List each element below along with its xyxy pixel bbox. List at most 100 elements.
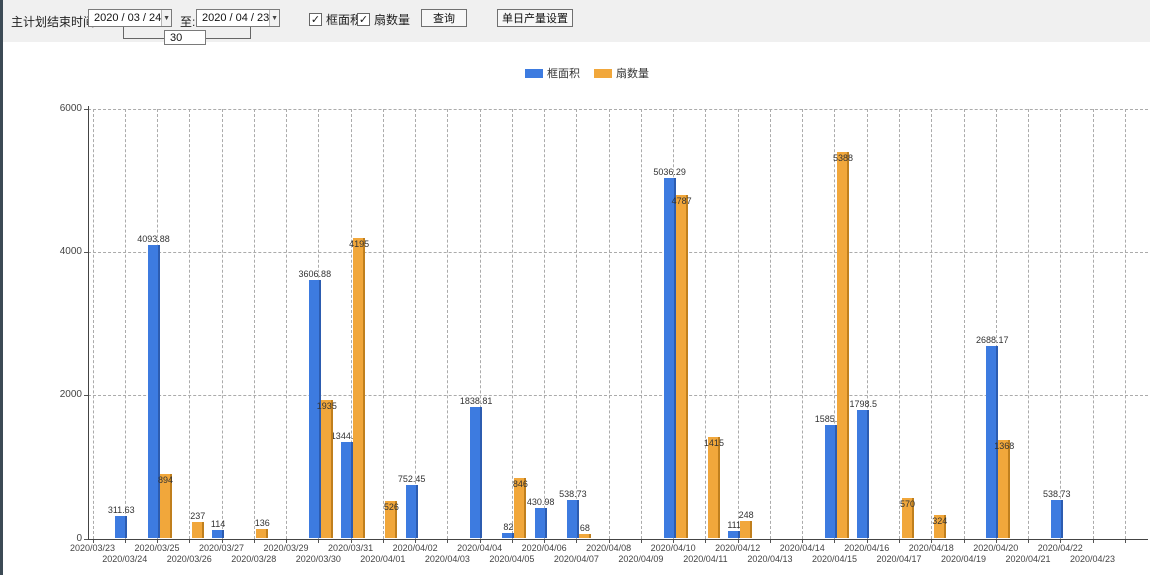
to-label: 至: bbox=[180, 15, 196, 29]
bar-value-label: 4787 bbox=[671, 196, 692, 207]
frame-area-bar bbox=[147, 245, 160, 539]
x-axis-tick bbox=[608, 538, 610, 543]
bar-value-label: 538.73 bbox=[1043, 488, 1071, 499]
vertical-gridline bbox=[995, 108, 997, 539]
check-icon: ✓ bbox=[310, 14, 321, 26]
bar-value-label: 5388 bbox=[832, 153, 853, 164]
x-axis-tick-label: 2020/03/29 bbox=[263, 543, 309, 553]
x-axis-tick bbox=[221, 538, 223, 543]
vertical-gridline bbox=[92, 108, 94, 539]
x-axis-tick bbox=[1060, 538, 1062, 543]
y-axis-tick-label: 2000 bbox=[59, 389, 82, 401]
y-axis-tick bbox=[84, 538, 88, 540]
x-axis-tick bbox=[737, 538, 739, 543]
x-axis-tick-label: 2020/04/23 bbox=[1070, 554, 1116, 564]
frame-area-bar bbox=[824, 424, 837, 539]
bar-value-label: 114 bbox=[210, 519, 226, 530]
checkbox-box[interactable]: ✓ bbox=[309, 13, 322, 26]
bar-value-label: 526 bbox=[383, 501, 399, 512]
x-axis-tick-label: 2020/04/16 bbox=[844, 543, 890, 553]
x-axis-tick bbox=[899, 538, 900, 543]
vertical-gridline bbox=[899, 108, 900, 539]
horizontal-gridline bbox=[88, 108, 1148, 110]
bar-value-label: 430.98 bbox=[526, 496, 555, 507]
x-axis-tick bbox=[382, 538, 384, 543]
bar-value-label: 324 bbox=[932, 516, 948, 527]
bar-value-label: 1344.95 bbox=[330, 431, 364, 442]
bar-value-label: 846 bbox=[512, 478, 528, 489]
checkbox-fan-qty[interactable]: ✓ 扇数量 bbox=[357, 11, 410, 28]
vertical-gridline bbox=[931, 108, 933, 539]
x-axis-tick-label: 2020/04/02 bbox=[392, 543, 438, 553]
y-axis-tick bbox=[84, 395, 88, 397]
x-axis-tick-label: 2020/04/21 bbox=[1005, 554, 1051, 564]
frame-area-bar bbox=[986, 345, 999, 539]
vertical-gridline bbox=[350, 108, 352, 539]
x-axis-tick-label: 2020/03/24 bbox=[102, 554, 148, 564]
x-axis-tick bbox=[447, 538, 449, 543]
horizontal-gridline bbox=[88, 395, 1148, 397]
bar-value-label: 136 bbox=[254, 517, 270, 528]
bar-value-label: 1798.5 bbox=[849, 398, 877, 409]
y-axis-tick bbox=[84, 251, 88, 253]
x-axis-tick bbox=[479, 538, 481, 543]
frame-area-bar bbox=[728, 530, 741, 539]
x-axis-tick bbox=[705, 538, 707, 543]
checkbox-box[interactable]: ✓ bbox=[357, 13, 370, 26]
x-axis-tick bbox=[673, 538, 675, 543]
horizontal-gridline bbox=[88, 251, 1148, 253]
checkbox-frame-area[interactable]: ✓ 框面积 bbox=[309, 11, 362, 28]
vertical-gridline bbox=[802, 108, 804, 539]
x-axis-tick-label: 2020/04/08 bbox=[586, 543, 632, 553]
start-date-picker[interactable]: 2020 / 03 / 24 ▼ bbox=[88, 9, 172, 27]
bar-value-label: 1838.81 bbox=[459, 395, 493, 406]
x-axis-tick-label: 2020/04/18 bbox=[908, 543, 954, 553]
daily-output-settings-button[interactable]: 单日产量设置 bbox=[497, 9, 573, 27]
x-axis-tick bbox=[769, 538, 771, 543]
checkbox-fan-qty-label: 扇数量 bbox=[374, 13, 411, 27]
x-axis-tick bbox=[189, 538, 191, 543]
frame-area-bar bbox=[405, 484, 418, 539]
frame-area-bar bbox=[502, 532, 515, 539]
x-axis-tick-label: 2020/04/05 bbox=[489, 554, 535, 564]
x-axis-tick-label: 2020/04/13 bbox=[747, 554, 793, 564]
x-axis-tick-label: 2020/03/31 bbox=[328, 543, 374, 553]
days-between-field[interactable]: 30 bbox=[164, 30, 206, 45]
vertical-gridline bbox=[286, 108, 288, 539]
x-axis-tick bbox=[866, 538, 868, 543]
x-axis-tick-label: 2020/04/07 bbox=[553, 554, 599, 564]
x-axis-tick-label: 2020/03/30 bbox=[295, 554, 341, 564]
vertical-gridline bbox=[1060, 108, 1062, 539]
chevron-down-icon[interactable]: ▼ bbox=[161, 10, 171, 26]
x-axis-tick bbox=[963, 538, 965, 543]
x-axis-tick bbox=[350, 538, 352, 543]
vertical-gridline bbox=[608, 108, 610, 539]
x-axis-tick-label: 2020/03/23 bbox=[69, 543, 116, 553]
bar-value-label: 538.73 bbox=[559, 488, 587, 499]
end-date-picker[interactable]: 2020 / 04 / 23 ▼ bbox=[196, 9, 280, 27]
x-axis-tick bbox=[1124, 538, 1126, 543]
fan-qty-bar bbox=[998, 440, 1011, 539]
chevron-down-icon[interactable]: ▼ bbox=[269, 10, 279, 26]
x-axis-tick bbox=[544, 538, 546, 543]
frame-area-bar bbox=[534, 507, 547, 539]
fan-qty-bar bbox=[707, 437, 720, 539]
x-axis-tick bbox=[415, 538, 417, 543]
connector-line bbox=[206, 38, 251, 39]
vertical-gridline bbox=[737, 108, 739, 539]
query-button[interactable]: 查询 bbox=[421, 9, 467, 27]
end-date-value: 2020 / 04 / 23 bbox=[202, 12, 270, 24]
x-axis-tick-label: 2020/04/14 bbox=[779, 543, 825, 553]
chart-legend: 框面积 扇数量 bbox=[525, 65, 649, 81]
checkbox-frame-area-label: 框面积 bbox=[326, 13, 363, 27]
x-axis-tick bbox=[511, 538, 513, 543]
vertical-gridline bbox=[640, 108, 642, 539]
bar-value-label: 311.63 bbox=[107, 505, 135, 516]
plan-end-time-label: 主计划结束时间: bbox=[11, 15, 99, 29]
vertical-gridline bbox=[576, 108, 578, 539]
bar-value-label: 1935 bbox=[316, 400, 337, 411]
x-axis-tick-label: 2020/04/03 bbox=[424, 554, 470, 564]
x-axis-tick bbox=[286, 538, 288, 543]
x-axis-tick-label: 2020/04/19 bbox=[940, 554, 987, 564]
